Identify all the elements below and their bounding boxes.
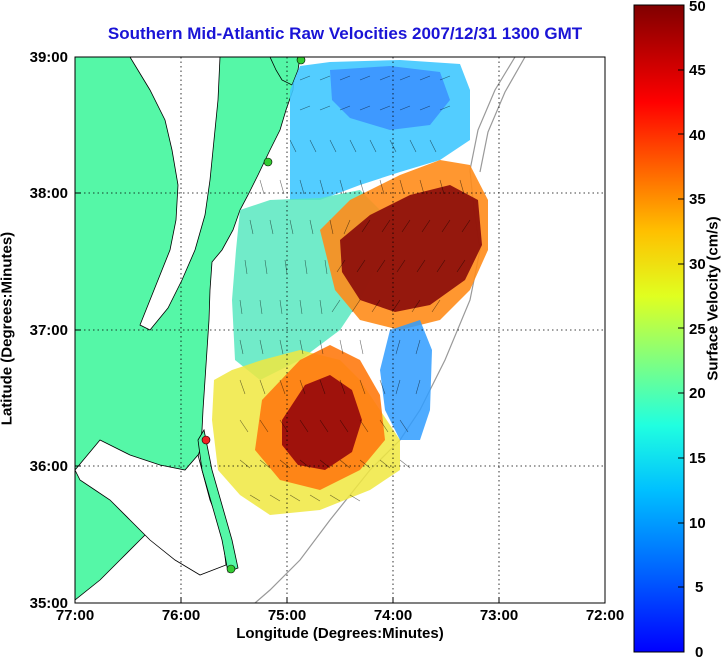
y-tick-label: 36:00 [30,458,68,475]
velocity-vectors [239,75,471,502]
colorbar-ticks [678,4,684,653]
colorbar-tick-label: 45 [689,62,706,79]
map-title: Southern Mid-Atlantic Raw Velocities 200… [107,24,583,43]
map-layer [75,57,605,603]
x-tick-label: 75:00 [268,607,306,624]
bathymetry-lines [254,57,526,603]
colorbar-tick-label: 30 [689,256,706,273]
colorbar-tick-label: 25 [689,321,706,338]
y-tick-label: 38:00 [30,185,68,202]
delaware-coast [269,57,301,86]
velocity-blue-core [330,66,450,130]
colorbar-tick-label: 0 [695,644,703,659]
x-tick-label: 76:00 [162,607,200,624]
x-tick-label: 74:00 [374,607,412,624]
colorbar-label: Surface Velocity (cm/s) [704,216,722,381]
velocity-darkred-east [340,185,482,312]
colorbar-tick-label: 50 [689,0,706,15]
station-mid-marker [263,157,273,167]
station-south-marker [226,564,236,574]
y-axis-label: Latitude (Degrees:Minutes) [0,231,16,426]
chesapeake-bay [129,57,221,331]
x-tick-label: 73:00 [480,607,518,624]
pamlico-sound [75,439,227,576]
x-tick-label: 77:00 [56,607,94,624]
x-tick-label: 72:00 [586,607,624,624]
grid-lines [75,57,605,603]
velocity-field [212,60,488,515]
station-alert-marker [201,435,211,445]
colorbar-tick-label: 15 [689,450,706,467]
colorbar [633,4,685,653]
colorbar-tick-label: 40 [689,127,706,144]
x-axis-label: Longitude (Degrees:Minutes) [236,625,444,642]
colorbar-tick-label: 5 [695,579,703,596]
y-tick-label: 39:00 [30,49,68,66]
y-tick-label: 37:00 [30,322,68,339]
tick-marks [74,56,606,604]
station-north-marker [296,57,306,65]
y-tick-label: 35:00 [30,595,68,612]
colorbar-tick-label: 20 [689,385,706,402]
colorbar-tick-label: 35 [689,191,706,208]
colorbar-tick-label: 10 [689,515,706,532]
